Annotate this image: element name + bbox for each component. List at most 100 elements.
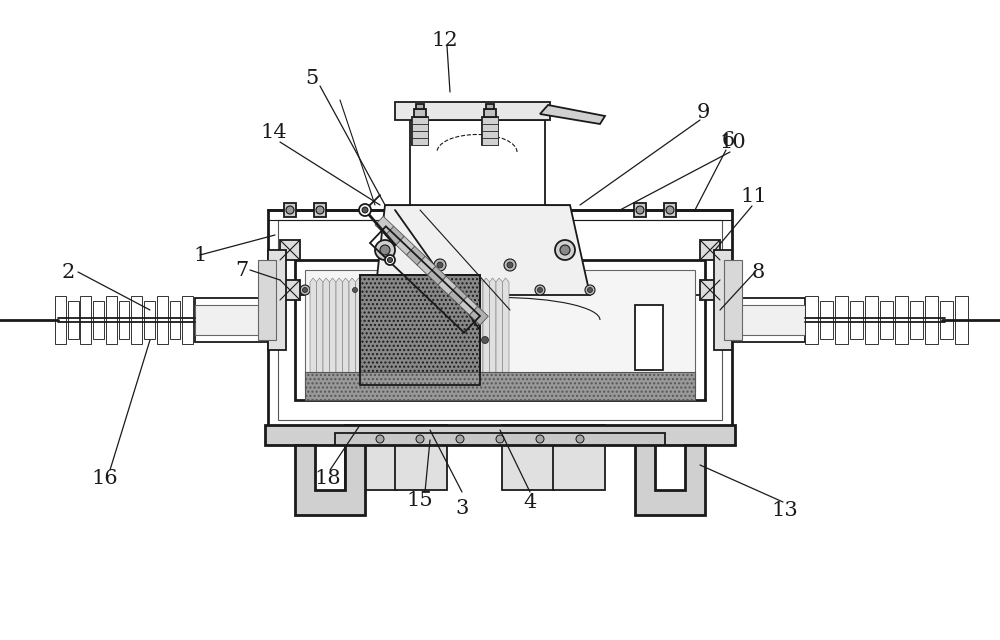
Polygon shape [805, 296, 818, 344]
Polygon shape [80, 296, 91, 344]
Polygon shape [405, 278, 412, 382]
Bar [305, 270, 695, 390]
Text: 6: 6 [721, 131, 735, 150]
Polygon shape [396, 236, 415, 255]
Circle shape [507, 262, 513, 268]
Bar [664, 203, 676, 217]
Polygon shape [820, 301, 833, 339]
Bar [714, 250, 732, 350]
Text: 18: 18 [315, 468, 341, 488]
Circle shape [373, 333, 387, 347]
Circle shape [375, 240, 395, 260]
Circle shape [536, 435, 544, 443]
Polygon shape [477, 278, 483, 382]
Polygon shape [417, 256, 436, 275]
Bar [482, 117, 498, 124]
Circle shape [482, 337, 488, 344]
Text: 10: 10 [720, 132, 746, 152]
Polygon shape [382, 278, 388, 382]
Polygon shape [362, 278, 369, 382]
Polygon shape [540, 105, 605, 124]
Circle shape [300, 285, 310, 295]
Bar [280, 280, 300, 300]
Circle shape [437, 262, 443, 268]
Polygon shape [343, 278, 349, 382]
Polygon shape [323, 278, 330, 382]
Circle shape [585, 285, 595, 295]
Polygon shape [880, 301, 893, 339]
Polygon shape [295, 445, 365, 515]
Polygon shape [369, 278, 375, 382]
Bar [416, 104, 424, 109]
Polygon shape [412, 278, 418, 382]
Polygon shape [182, 296, 193, 344]
Text: 16: 16 [92, 468, 118, 488]
Circle shape [504, 259, 516, 271]
Circle shape [636, 206, 644, 214]
Bar [700, 240, 720, 260]
Polygon shape [157, 296, 168, 344]
Polygon shape [375, 278, 382, 382]
Polygon shape [438, 278, 444, 382]
Polygon shape [850, 301, 863, 339]
Circle shape [560, 245, 570, 255]
Circle shape [535, 285, 545, 295]
Polygon shape [910, 301, 923, 339]
Text: 15: 15 [407, 490, 433, 509]
Bar [414, 109, 426, 117]
Bar [305, 372, 695, 400]
Bar [410, 120, 545, 205]
Polygon shape [330, 278, 336, 382]
Circle shape [576, 435, 584, 443]
Text: 1: 1 [193, 246, 207, 264]
Circle shape [588, 287, 592, 292]
Polygon shape [450, 278, 457, 382]
Bar [195, 305, 283, 335]
Circle shape [362, 207, 368, 213]
Circle shape [538, 287, 542, 292]
Polygon shape [317, 278, 323, 382]
Polygon shape [835, 296, 848, 344]
Polygon shape [470, 307, 488, 325]
Circle shape [359, 204, 371, 216]
Polygon shape [635, 445, 705, 515]
Polygon shape [459, 296, 478, 315]
Circle shape [380, 245, 390, 255]
Bar [482, 124, 498, 131]
Polygon shape [483, 278, 490, 382]
Circle shape [478, 333, 492, 347]
Text: 12: 12 [432, 31, 458, 49]
Circle shape [350, 285, 360, 295]
Circle shape [303, 287, 308, 292]
Polygon shape [356, 278, 362, 382]
Polygon shape [940, 301, 953, 339]
Polygon shape [336, 278, 343, 382]
Circle shape [456, 435, 464, 443]
Polygon shape [457, 278, 464, 382]
Bar [360, 275, 480, 385]
Bar [395, 425, 447, 490]
Bar [412, 124, 428, 131]
Bar [553, 425, 605, 490]
Polygon shape [444, 278, 450, 382]
Bar [634, 203, 646, 217]
Polygon shape [470, 278, 477, 382]
Polygon shape [131, 296, 142, 344]
Bar [335, 433, 665, 445]
Bar [258, 260, 276, 340]
Bar [502, 425, 554, 490]
Polygon shape [431, 278, 438, 382]
Bar [284, 203, 296, 217]
Polygon shape [119, 301, 129, 339]
Polygon shape [955, 296, 968, 344]
Bar [717, 298, 805, 342]
Polygon shape [503, 278, 509, 382]
Bar [482, 138, 498, 145]
Text: 7: 7 [235, 260, 249, 280]
Circle shape [434, 259, 446, 271]
Text: 5: 5 [305, 68, 319, 88]
Bar [278, 220, 722, 420]
Polygon shape [349, 278, 356, 382]
Bar [482, 117, 498, 145]
Bar [412, 117, 428, 124]
